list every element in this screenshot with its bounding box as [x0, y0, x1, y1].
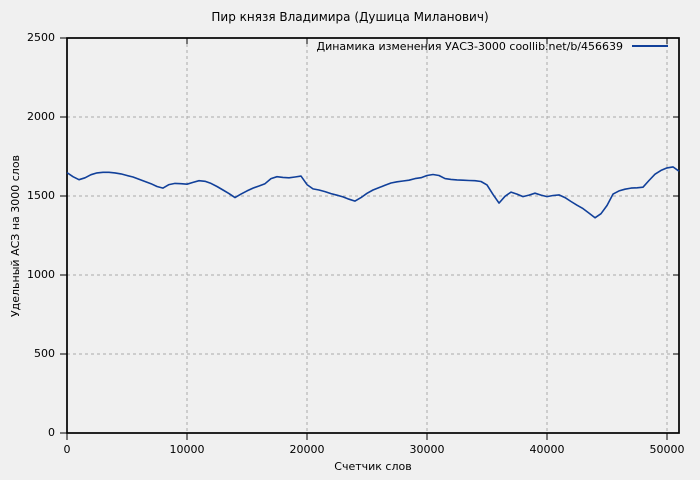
series-line — [66, 166, 680, 219]
x-tick-label: 10000 — [169, 443, 205, 456]
y-tick-label: 0 — [48, 426, 55, 439]
x-tick-label: 50000 — [649, 443, 685, 456]
legend: Динамика изменения УАСЗ-3000 coollib.net… — [316, 39, 668, 53]
x-tick-label: 30000 — [409, 443, 445, 456]
chart-title: Пир князя Владимира (Душица Миланович) — [211, 10, 489, 24]
y-axis-label: Удельный АСЗ на 3000 слов — [9, 154, 22, 318]
x-tick-label: 40000 — [529, 443, 565, 456]
x-tick-label: 20000 — [289, 443, 325, 456]
y-tick-label: 500 — [34, 347, 55, 360]
legend-label: Динамика изменения УАСЗ-3000 coollib.net… — [316, 39, 624, 53]
x-tick-label: 0 — [63, 443, 71, 456]
legend-line-sample — [632, 45, 668, 47]
y-tick-label: 1000 — [27, 268, 55, 281]
y-tick-label: 2000 — [27, 110, 55, 123]
y-tick-label: 2500 — [27, 31, 55, 44]
y-tick-label: 1500 — [27, 189, 55, 202]
plot-frame — [66, 37, 680, 434]
x-axis-label: Счетчик слов — [334, 460, 412, 473]
